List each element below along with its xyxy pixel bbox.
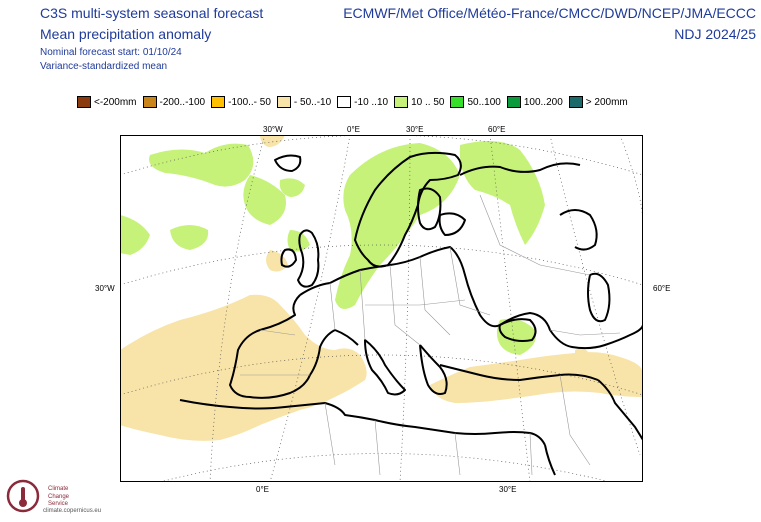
- color-legend: <-200mm -200..-100 -100..- 50 - 50..-10 …: [77, 96, 634, 108]
- legend-item: -100..- 50: [211, 96, 271, 108]
- season-label: NDJ 2024/25: [674, 26, 756, 42]
- europe-anomaly-map: [120, 135, 643, 482]
- legend-swatch: [142, 96, 157, 108]
- grid-label-top-0e: 0°E: [347, 125, 360, 134]
- logo-line1: Climate: [48, 486, 69, 492]
- logo-line2: Change Service: [48, 494, 70, 507]
- legend-label: > 200mm: [585, 96, 628, 108]
- legend-label: -200..-100: [159, 96, 206, 108]
- grid-label-top-30w: 30°W: [263, 125, 283, 134]
- logo-url: climate.copernicus.eu: [43, 508, 102, 514]
- climate-change-service-icon: [6, 479, 40, 513]
- title-system: C3S multi-system seasonal forecast: [40, 5, 264, 21]
- legend-label: 10 .. 50: [411, 96, 445, 108]
- legend-item: > 200mm: [568, 96, 628, 108]
- copernicus-logo: Climate Change Service climate.copernicu…: [5, 478, 101, 519]
- legend-label: -100..- 50: [228, 96, 271, 108]
- legend-item: -200..-100: [142, 96, 206, 108]
- legend-label: <-200mm: [94, 96, 137, 108]
- legend-item: 10 .. 50: [394, 96, 444, 108]
- legend-item: 50..100: [450, 96, 501, 108]
- title-forecast-start: Nominal forecast start: 01/10/24: [40, 47, 182, 58]
- grid-label-left-30w: 30°W: [95, 284, 115, 293]
- legend-swatch: [568, 96, 583, 108]
- systems-list: ECMWF/Met Office/Météo-France/CMCC/DWD/N…: [343, 5, 756, 21]
- grid-label-right-60e: 60°E: [653, 284, 671, 293]
- legend-swatch: [77, 96, 91, 108]
- grid-label-top-60e: 60°E: [488, 125, 506, 134]
- legend-swatch: [506, 96, 521, 108]
- legend-swatch: [337, 96, 352, 108]
- legend-label: -10 ..10: [354, 96, 389, 108]
- legend-swatch: [450, 96, 465, 108]
- country-borders: [240, 194, 621, 476]
- grid-label-bottom-30e: 30°E: [499, 485, 517, 494]
- grid-label-top-30e: 30°E: [406, 125, 424, 134]
- legend-swatch: [211, 96, 226, 108]
- legend-label: - 50..-10: [293, 96, 332, 108]
- legend-item: <-200mm: [77, 96, 137, 108]
- graticule: [121, 136, 642, 481]
- legend-item: 100..200: [506, 96, 563, 108]
- legend-swatch: [394, 96, 409, 108]
- legend-swatch: [276, 96, 291, 108]
- legend-item: - 50..-10: [276, 96, 332, 108]
- grid-label-bottom-0e: 0°E: [256, 485, 269, 494]
- title-variable: Mean precipitation anomaly: [40, 26, 212, 42]
- title-method: Variance-standardized mean: [40, 61, 168, 72]
- legend-label: 100..200: [523, 96, 563, 108]
- legend-item: -10 ..10: [337, 96, 388, 108]
- legend-label: 50..100: [467, 96, 501, 108]
